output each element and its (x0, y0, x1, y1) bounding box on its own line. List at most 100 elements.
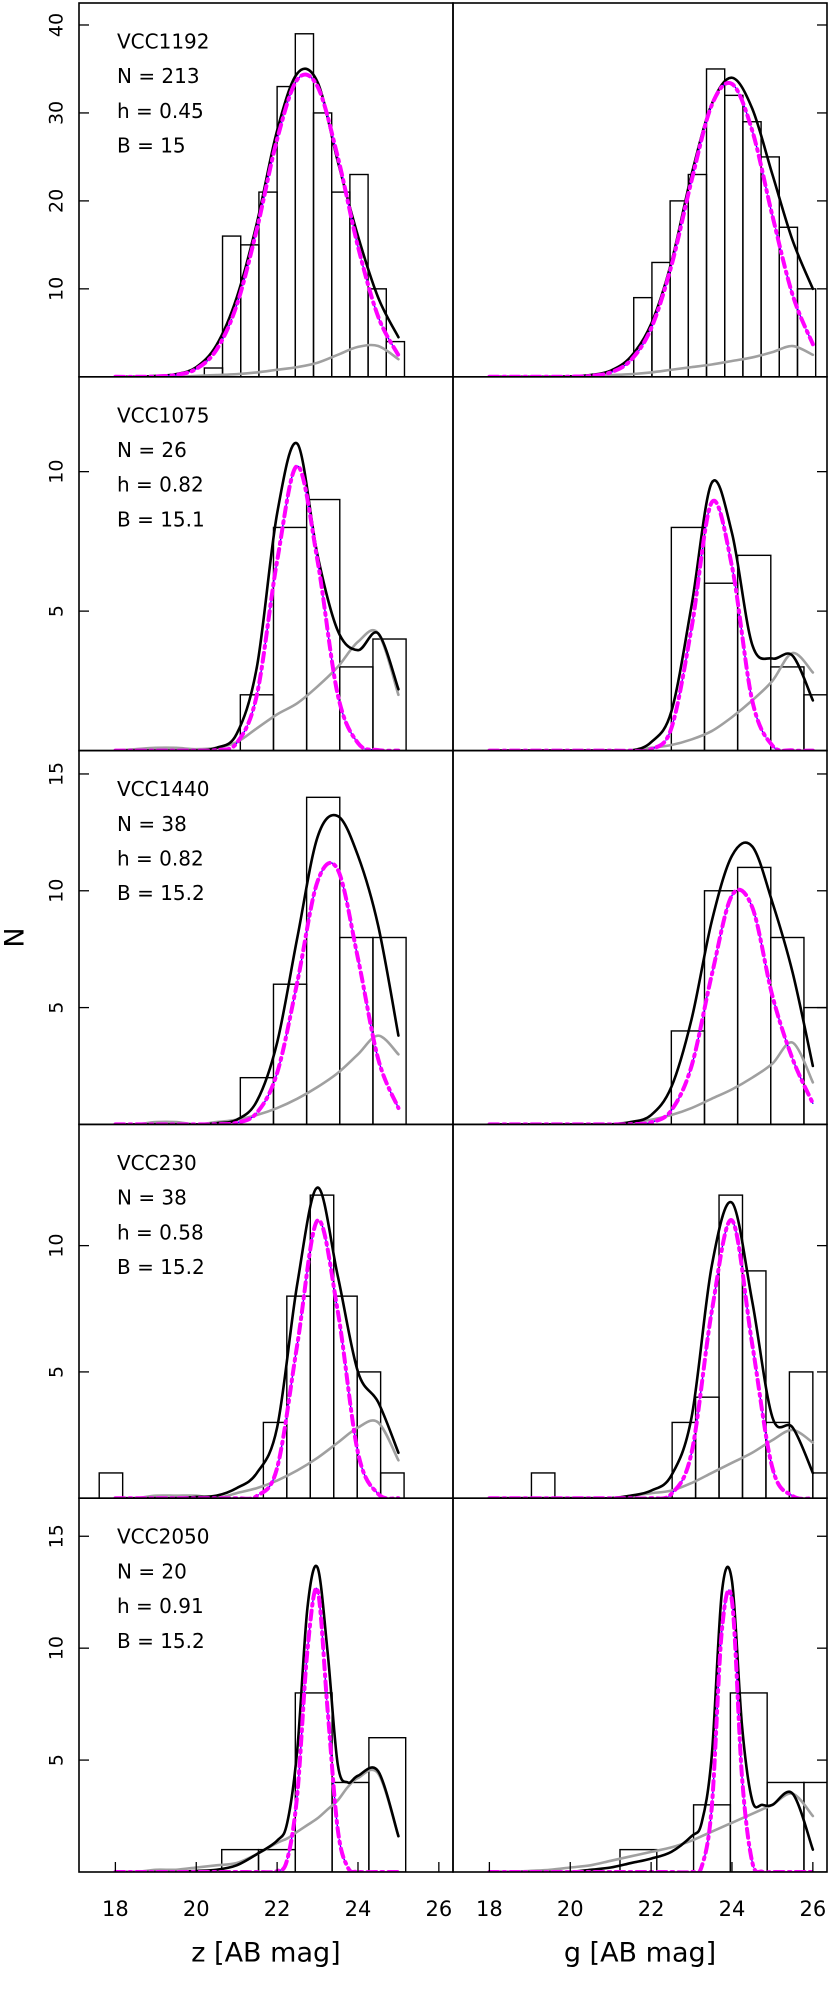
histogram-bar (312, 112, 333, 377)
x-axis-label: z [AB mag] (191, 1938, 340, 1969)
histogram-bar (530, 1472, 556, 1499)
y-tick-label: 30 (46, 101, 68, 125)
x-tick-label: 24 (719, 1897, 746, 1921)
y-tick-label: 40 (46, 13, 68, 37)
annotation: B = 15.2 (117, 1629, 205, 1653)
panel (487, 1194, 827, 1499)
histogram-bar (333, 1295, 358, 1499)
x-tick-label: 20 (557, 1897, 584, 1921)
annotation: h = 0.82 (117, 473, 204, 497)
histogram-bar (788, 1371, 814, 1499)
histogram-bar (221, 235, 242, 377)
annotation: VCC1440 (117, 777, 210, 801)
annotation: B = 15 (117, 134, 186, 158)
histogram-bar (368, 1737, 407, 1872)
annotation: N = 38 (117, 1186, 187, 1210)
histogram-bar (796, 288, 817, 377)
annotation: N = 20 (117, 1559, 187, 1583)
curve (114, 813, 400, 1125)
y-tick-label: 10 (46, 1234, 68, 1258)
histogram-bar (736, 866, 772, 1125)
annotation: VCC230 (117, 1151, 197, 1175)
histogram-bar (619, 1848, 658, 1872)
y-tick-label: 15 (46, 762, 68, 786)
y-tick-label: 10 (46, 277, 68, 301)
curve (488, 1200, 815, 1499)
annotation: N = 26 (117, 438, 187, 462)
curve (488, 344, 815, 377)
x-tick-label: 24 (345, 1897, 372, 1921)
x-axis-label: g [AB mag] (564, 1938, 716, 1969)
y-tick-label: 5 (46, 605, 68, 617)
histogram-bar (305, 498, 341, 751)
curve (488, 1219, 814, 1499)
histogram-bar (736, 554, 772, 751)
panel-frame (78, 1497, 454, 1873)
histogram-bar (349, 173, 369, 377)
curve (487, 498, 815, 751)
histogram-bar (803, 1781, 827, 1872)
x-tick-label: 18 (476, 1897, 503, 1921)
histogram-bar (294, 33, 315, 377)
histogram-bar (803, 1006, 827, 1125)
panel (113, 441, 407, 751)
x-tick-label: 20 (183, 1897, 210, 1921)
histogram-bar (339, 936, 374, 1125)
x-tick-label: 18 (102, 1897, 129, 1921)
curve (113, 860, 401, 1125)
histogram-bar (379, 1472, 405, 1499)
curve (488, 82, 814, 377)
curve (488, 76, 815, 377)
curve (488, 1792, 815, 1872)
histogram-bar (372, 638, 407, 751)
annotation: h = 0.82 (117, 847, 204, 871)
y-tick-label: 5 (46, 1754, 68, 1766)
curve (487, 1588, 815, 1872)
histogram-bar (356, 1371, 382, 1499)
curve (114, 343, 400, 377)
histogram-bar (98, 1472, 124, 1499)
curve (488, 841, 815, 1125)
histogram-bar (770, 666, 805, 751)
histogram-bar (240, 244, 260, 377)
y-tick-label: 5 (46, 1366, 68, 1378)
curve (114, 628, 400, 751)
curve (487, 1218, 815, 1499)
curve (488, 1041, 815, 1125)
histogram-bar (385, 340, 406, 377)
histogram-bar (258, 191, 278, 377)
panel (487, 841, 827, 1125)
histogram-bar (765, 1421, 791, 1499)
annotation: B = 15.1 (117, 507, 205, 531)
x-tick-label: 22 (264, 1897, 291, 1921)
x-tick-label: 26 (799, 1897, 826, 1921)
annotation: N = 213 (117, 64, 200, 88)
curve (114, 1768, 400, 1872)
x-tick-label: 22 (638, 1897, 665, 1921)
curve (487, 887, 815, 1125)
histogram-bar (770, 936, 805, 1125)
y-tick-label: 5 (46, 1002, 68, 1014)
annotation: VCC1075 (117, 403, 210, 427)
histogram-bar (803, 694, 827, 751)
annotation: VCC1192 (117, 30, 210, 54)
curve (488, 1428, 815, 1499)
curve (488, 1589, 814, 1872)
panel-frame (452, 1497, 828, 1873)
annotation: h = 0.91 (117, 1594, 204, 1618)
y-tick-label: 10 (46, 879, 68, 903)
curve (114, 1186, 400, 1499)
annotation: N = 38 (117, 812, 187, 836)
histogram-bar (331, 191, 351, 377)
panel (113, 796, 407, 1125)
curve (488, 889, 814, 1125)
curve (487, 80, 815, 377)
curve (488, 500, 814, 751)
curve (488, 1565, 815, 1872)
y-tick-label: 15 (46, 1524, 68, 1548)
annotation: B = 15.2 (117, 1255, 205, 1279)
histogram-bar (372, 936, 407, 1125)
panel-frame (452, 2, 828, 378)
y-axis-label: N (0, 927, 31, 947)
